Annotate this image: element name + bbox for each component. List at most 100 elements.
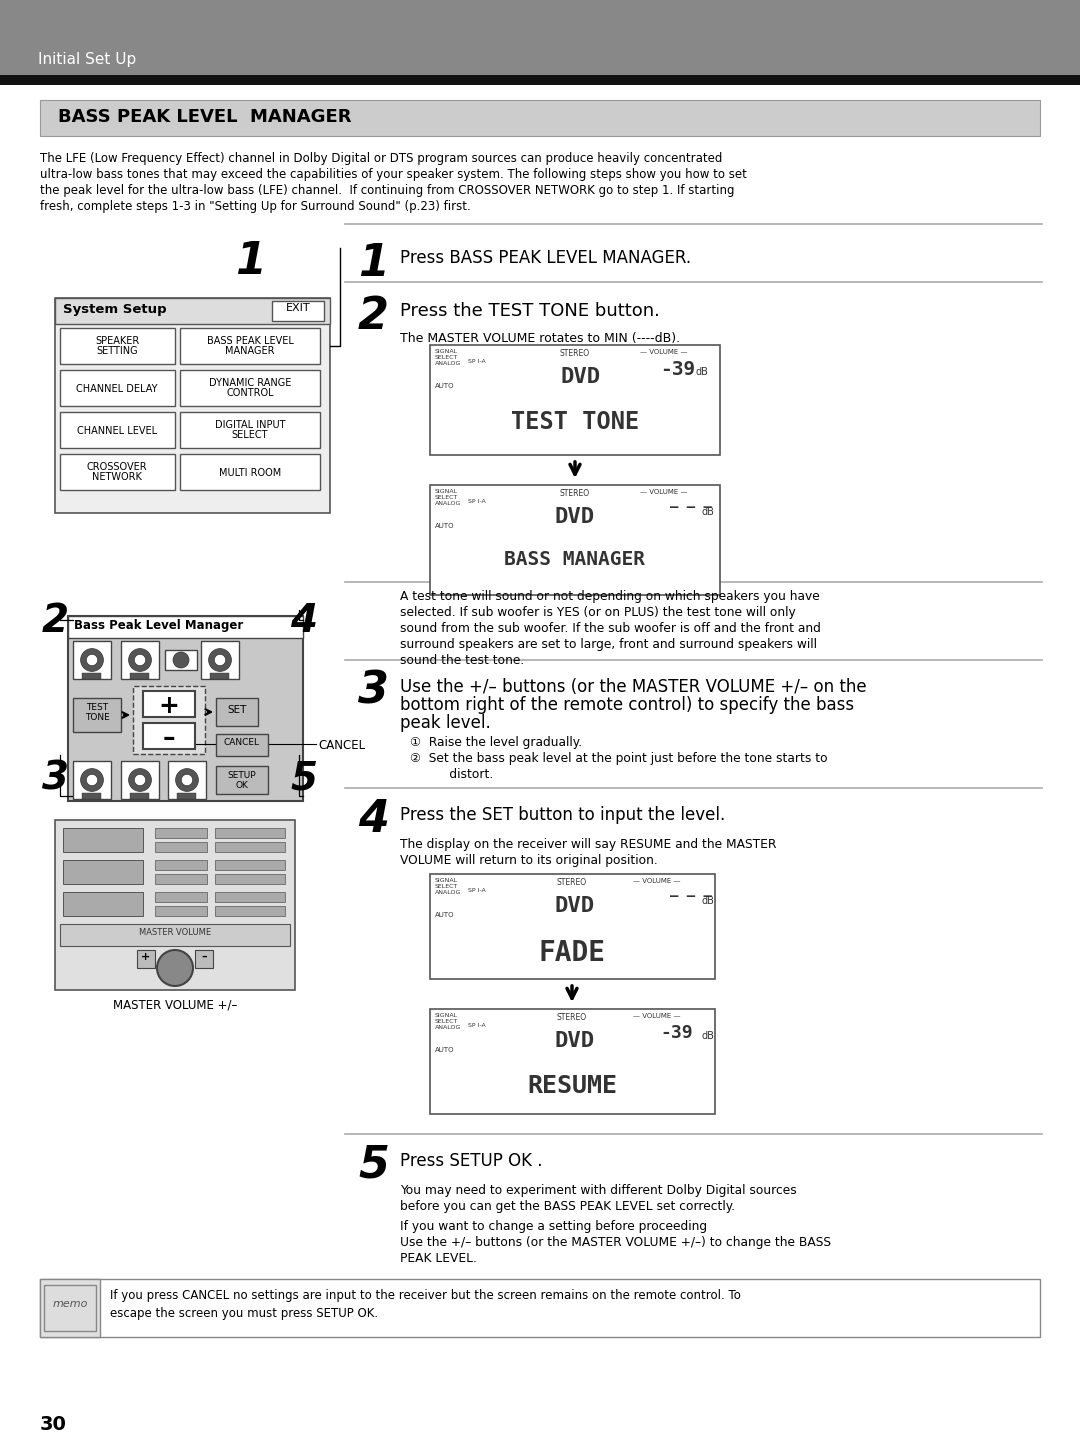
Text: AUTO: AUTO xyxy=(435,523,455,529)
Text: SP I-A: SP I-A xyxy=(468,1023,486,1027)
Bar xyxy=(73,698,121,731)
Bar xyxy=(180,412,320,448)
Text: dB: dB xyxy=(702,1030,715,1040)
Text: MULTI ROOM: MULTI ROOM xyxy=(219,468,281,479)
Text: fresh, complete steps 1-3 in "Setting Up for Surround Sound" (p.23) first.: fresh, complete steps 1-3 in "Setting Up… xyxy=(40,200,471,213)
Bar xyxy=(130,673,149,680)
Text: The LFE (Low Frequency Effect) channel in Dolby Digital or DTS program sources c: The LFE (Low Frequency Effect) channel i… xyxy=(40,152,723,165)
Text: RESUME: RESUME xyxy=(527,1073,617,1098)
Text: Bass Peak Level Manager: Bass Peak Level Manager xyxy=(75,619,243,632)
Bar xyxy=(180,328,320,364)
Text: BASS MANAGER: BASS MANAGER xyxy=(504,550,646,569)
Bar xyxy=(63,828,143,852)
Bar xyxy=(430,1009,715,1114)
Text: ①  Raise the level gradually.: ① Raise the level gradually. xyxy=(410,736,582,749)
Bar xyxy=(168,762,206,799)
Bar xyxy=(156,828,207,838)
Text: If you press CANCEL no settings are input to the receiver but the screen remains: If you press CANCEL no settings are inpu… xyxy=(110,1289,741,1302)
Bar xyxy=(156,892,207,902)
Text: SP I-A: SP I-A xyxy=(468,499,486,504)
Text: SP I-A: SP I-A xyxy=(468,359,486,364)
Bar xyxy=(82,673,102,680)
Bar xyxy=(430,486,720,595)
Circle shape xyxy=(81,648,104,671)
Bar xyxy=(130,793,149,799)
Text: SPEAKER: SPEAKER xyxy=(95,336,139,346)
Text: SELECT: SELECT xyxy=(435,494,458,500)
Text: 5: 5 xyxy=(357,1144,389,1187)
Circle shape xyxy=(86,775,97,786)
Text: SIGNAL: SIGNAL xyxy=(435,489,458,494)
Bar xyxy=(180,454,320,490)
Text: AUTO: AUTO xyxy=(435,1048,455,1053)
Text: sound from the sub woofer. If the sub woofer is off and the front and: sound from the sub woofer. If the sub wo… xyxy=(400,622,821,635)
Text: ②  Set the bass peak level at the point just before the tone starts to: ② Set the bass peak level at the point j… xyxy=(410,752,827,764)
Text: ultra-low bass tones that may exceed the capabilities of your speaker system. Th: ultra-low bass tones that may exceed the… xyxy=(40,168,747,181)
Bar xyxy=(272,300,324,320)
Text: 4: 4 xyxy=(291,602,318,639)
Text: VOLUME will return to its original position.: VOLUME will return to its original posit… xyxy=(400,854,658,867)
Text: The display on the receiver will say RESUME and the MASTER: The display on the receiver will say RES… xyxy=(400,838,777,851)
Text: NETWORK: NETWORK xyxy=(92,471,141,481)
Text: DVD: DVD xyxy=(554,1030,594,1050)
Text: memo: memo xyxy=(52,1299,87,1309)
Text: bottom right of the remote control) to specify the bass: bottom right of the remote control) to s… xyxy=(400,696,854,714)
Text: If you want to change a setting before proceeding: If you want to change a setting before p… xyxy=(400,1220,707,1233)
Bar xyxy=(121,641,159,680)
Bar xyxy=(177,793,195,799)
Text: SELECT: SELECT xyxy=(435,355,458,361)
Text: +: + xyxy=(159,694,179,718)
Text: before you can get the BASS PEAK LEVEL set correctly.: before you can get the BASS PEAK LEVEL s… xyxy=(400,1200,735,1213)
Text: 2: 2 xyxy=(42,602,69,639)
Bar xyxy=(44,1285,96,1331)
Text: peak level.: peak level. xyxy=(400,714,490,731)
Text: OK: OK xyxy=(235,780,248,790)
Bar xyxy=(216,698,258,726)
Text: FADE: FADE xyxy=(539,938,606,967)
Bar xyxy=(82,793,102,799)
Bar xyxy=(73,762,111,799)
Bar xyxy=(60,454,175,490)
Circle shape xyxy=(86,654,97,665)
Text: 3: 3 xyxy=(357,670,389,713)
Text: CHANNEL DELAY: CHANNEL DELAY xyxy=(77,384,158,394)
Text: MASTER VOLUME: MASTER VOLUME xyxy=(139,928,211,937)
Text: You may need to experiment with different Dolby Digital sources: You may need to experiment with differen… xyxy=(400,1184,797,1197)
Bar xyxy=(216,766,268,795)
Text: the peak level for the ultra-low bass (LFE) channel.  If continuing from CROSSOV: the peak level for the ultra-low bass (L… xyxy=(40,184,734,197)
Text: TEST TONE: TEST TONE xyxy=(511,410,639,434)
Text: SP I-A: SP I-A xyxy=(468,888,486,892)
Circle shape xyxy=(157,950,193,986)
Circle shape xyxy=(129,648,151,671)
Circle shape xyxy=(81,769,104,792)
Bar xyxy=(121,762,159,799)
Text: 1: 1 xyxy=(357,241,389,285)
Bar xyxy=(143,691,195,717)
Text: 4: 4 xyxy=(357,798,389,841)
Bar xyxy=(215,892,285,902)
Bar xyxy=(60,369,175,407)
Text: CANCEL: CANCEL xyxy=(224,739,260,747)
Bar xyxy=(156,874,207,884)
Text: SIGNAL: SIGNAL xyxy=(435,349,458,354)
Text: DYNAMIC RANGE: DYNAMIC RANGE xyxy=(208,378,292,388)
Text: CANCEL: CANCEL xyxy=(318,739,365,752)
Bar xyxy=(63,859,143,884)
Bar xyxy=(156,905,207,915)
Bar xyxy=(0,75,1080,85)
Circle shape xyxy=(173,652,189,668)
Text: -39: -39 xyxy=(660,361,696,379)
Text: STEREO: STEREO xyxy=(559,349,590,358)
Bar xyxy=(60,924,291,946)
Circle shape xyxy=(214,654,226,665)
Bar xyxy=(40,1279,1040,1336)
Bar xyxy=(0,0,1080,75)
Text: SET: SET xyxy=(227,706,246,716)
Bar xyxy=(55,297,330,513)
Text: CROSSOVER: CROSSOVER xyxy=(86,463,147,471)
Text: BASS PEAK LEVEL  MANAGER: BASS PEAK LEVEL MANAGER xyxy=(58,108,351,126)
Text: ANALOG: ANALOG xyxy=(435,890,461,895)
Bar xyxy=(156,842,207,852)
Text: sound the test tone.: sound the test tone. xyxy=(400,654,524,667)
Text: TONE: TONE xyxy=(84,713,109,721)
